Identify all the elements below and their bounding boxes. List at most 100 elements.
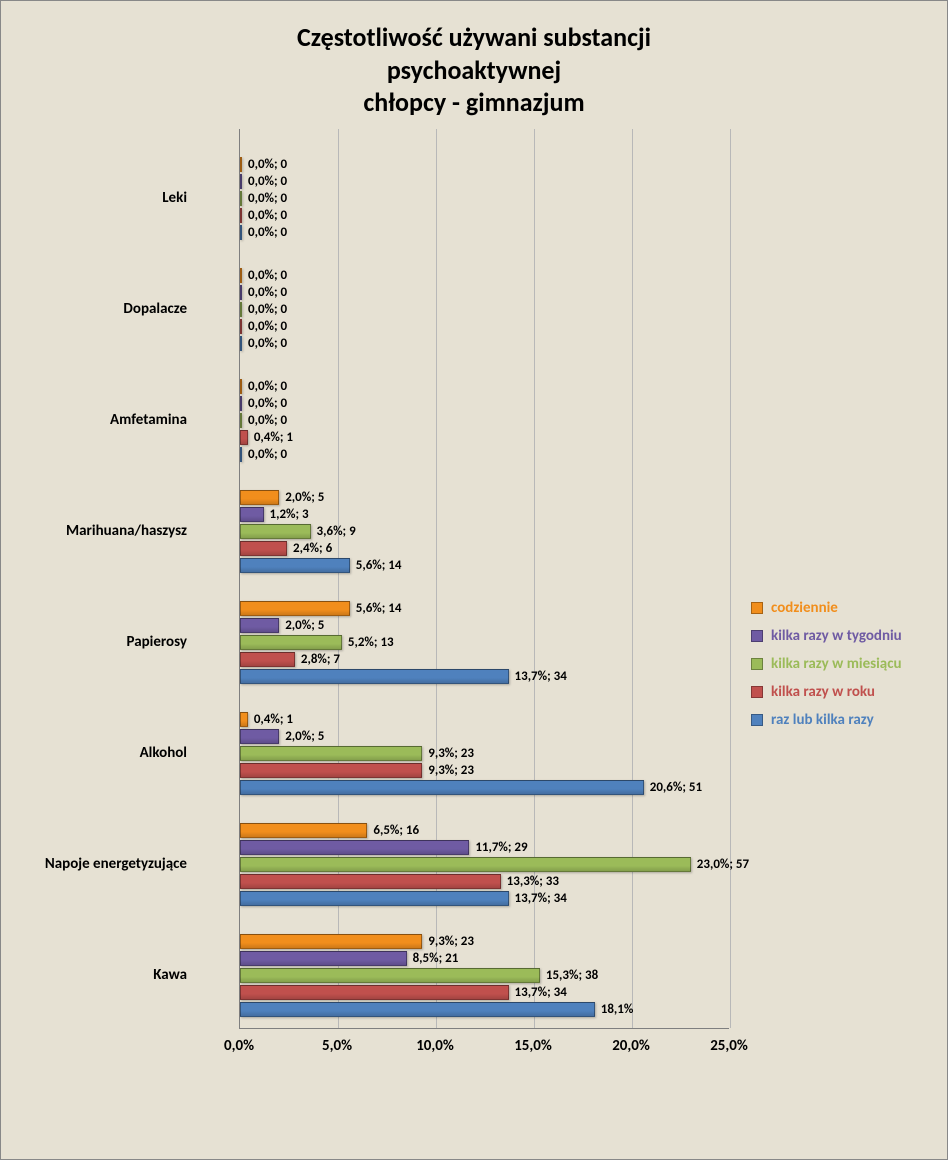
legend-label: codziennie (771, 599, 838, 617)
bar-data-label: 0,0%; 0 (248, 174, 287, 189)
category-label: Kawa (153, 966, 187, 984)
bar (240, 985, 509, 1000)
legend-item: kilka razy w miesiącu (751, 655, 902, 673)
bar-data-label: 6,5%; 16 (373, 823, 419, 838)
bar-data-label: 9,3%; 23 (428, 934, 474, 949)
bar-data-label: 0,0%; 0 (248, 396, 287, 411)
bar (240, 430, 248, 445)
bar-data-label: 0,0%; 0 (248, 379, 287, 394)
bar (240, 669, 509, 684)
bar (240, 157, 242, 172)
bar (240, 208, 242, 223)
x-tick-label: 5,0% (322, 1037, 352, 1055)
bar (240, 823, 367, 838)
chart-title-line: chłopcy - gimnazjum (21, 86, 927, 119)
bar-data-label: 5,2%; 13 (348, 635, 394, 650)
plot-wrapper: 9,3%; 238,5%; 2115,3%; 3813,7%; 3418,1%6… (21, 129, 927, 1089)
bar-data-label: 2,4%; 6 (293, 541, 332, 556)
bar-data-label: 2,8%; 7 (301, 652, 340, 667)
bar (240, 336, 242, 351)
bar-data-label: 2,0%; 5 (285, 729, 324, 744)
bar (240, 601, 350, 616)
bar-data-label: 0,4%; 1 (254, 712, 293, 727)
x-tick-label: 0,0% (224, 1037, 254, 1055)
bar (240, 874, 501, 889)
legend-item: kilka razy w tygodniu (751, 627, 902, 645)
legend-label: raz lub kilka razy (771, 711, 874, 729)
legend: codziennie kilka razy w tygodniu kilka raz… (751, 599, 902, 739)
bar-data-label: 15,3%; 38 (546, 968, 598, 983)
bar (240, 225, 242, 240)
bar (240, 618, 279, 633)
bar (240, 413, 242, 428)
bar-data-label: 5,6%; 14 (356, 558, 402, 573)
bar-data-label: 23,0%; 57 (697, 857, 749, 872)
bar-data-label: 13,3%; 33 (507, 874, 559, 889)
bar (240, 729, 279, 744)
x-tick-label: 10,0% (416, 1037, 454, 1055)
legend-swatch (751, 602, 763, 614)
bar (240, 857, 691, 872)
bar-data-label: 1,2%; 3 (270, 507, 309, 522)
chart-title-line: psychoaktywnej (21, 54, 927, 87)
bar (240, 379, 242, 394)
bar-data-label: 0,0%; 0 (248, 191, 287, 206)
legend-item: kilka razy w roku (751, 683, 902, 701)
legend-item: raz lub kilka razy (751, 711, 902, 729)
bar (240, 490, 279, 505)
chart-container: Częstotliwość używani substancji psychoa… (0, 0, 948, 1160)
bar (240, 319, 242, 334)
bar (240, 558, 350, 573)
legend-swatch (751, 630, 763, 642)
gridline (730, 129, 731, 1028)
bar (240, 396, 242, 411)
bar (240, 541, 287, 556)
legend-label: kilka razy w roku (771, 683, 875, 701)
bar (240, 840, 469, 855)
bar-data-label: 11,7%; 29 (475, 840, 527, 855)
bar (240, 524, 311, 539)
x-tick-label: 25,0% (710, 1037, 748, 1055)
bar (240, 763, 422, 778)
bar (240, 934, 422, 949)
bar-data-label: 0,0%; 0 (248, 268, 287, 283)
bar-data-label: 0,0%; 0 (248, 336, 287, 351)
bar-data-label: 20,6%; 51 (650, 780, 702, 795)
legend-item: codziennie (751, 599, 902, 617)
bar (240, 174, 242, 189)
category-label: Leki (162, 189, 187, 207)
bar (240, 1002, 595, 1017)
bar (240, 891, 509, 906)
bar-data-label: 0,0%; 0 (248, 208, 287, 223)
plot-area: 9,3%; 238,5%; 2115,3%; 3813,7%; 3418,1%6… (239, 129, 729, 1029)
bar-data-label: 0,0%; 0 (248, 413, 287, 428)
gridline (632, 129, 633, 1028)
category-label: Papierosy (127, 633, 187, 651)
bar (240, 712, 248, 727)
bar (240, 652, 295, 667)
bar (240, 191, 242, 206)
bar-data-label: 0,0%; 0 (248, 157, 287, 172)
bar (240, 302, 242, 317)
bar-data-label: 5,6%; 14 (356, 601, 402, 616)
bar (240, 635, 342, 650)
bar-data-label: 0,0%; 0 (248, 319, 287, 334)
bar-data-label: 3,6%; 9 (317, 524, 356, 539)
bar-data-label: 13,7%; 34 (515, 669, 567, 684)
bar (240, 268, 242, 283)
bar-data-label: 0,0%; 0 (248, 225, 287, 240)
bar-data-label: 9,3%; 23 (428, 763, 474, 778)
bar (240, 285, 242, 300)
legend-label: kilka razy w miesiącu (771, 655, 902, 673)
chart-title: Częstotliwość używani substancji psychoa… (21, 21, 927, 119)
bar (240, 951, 407, 966)
legend-label: kilka razy w tygodniu (771, 627, 902, 645)
category-label: Alkohol (140, 744, 187, 762)
bar (240, 968, 540, 983)
legend-swatch (751, 686, 763, 698)
bar-data-label: 13,7%; 34 (515, 891, 567, 906)
bar-data-label: 2,0%; 5 (285, 618, 324, 633)
category-label: Amfetamina (110, 411, 187, 429)
bar-data-label: 0,0%; 0 (248, 302, 287, 317)
legend-swatch (751, 658, 763, 670)
